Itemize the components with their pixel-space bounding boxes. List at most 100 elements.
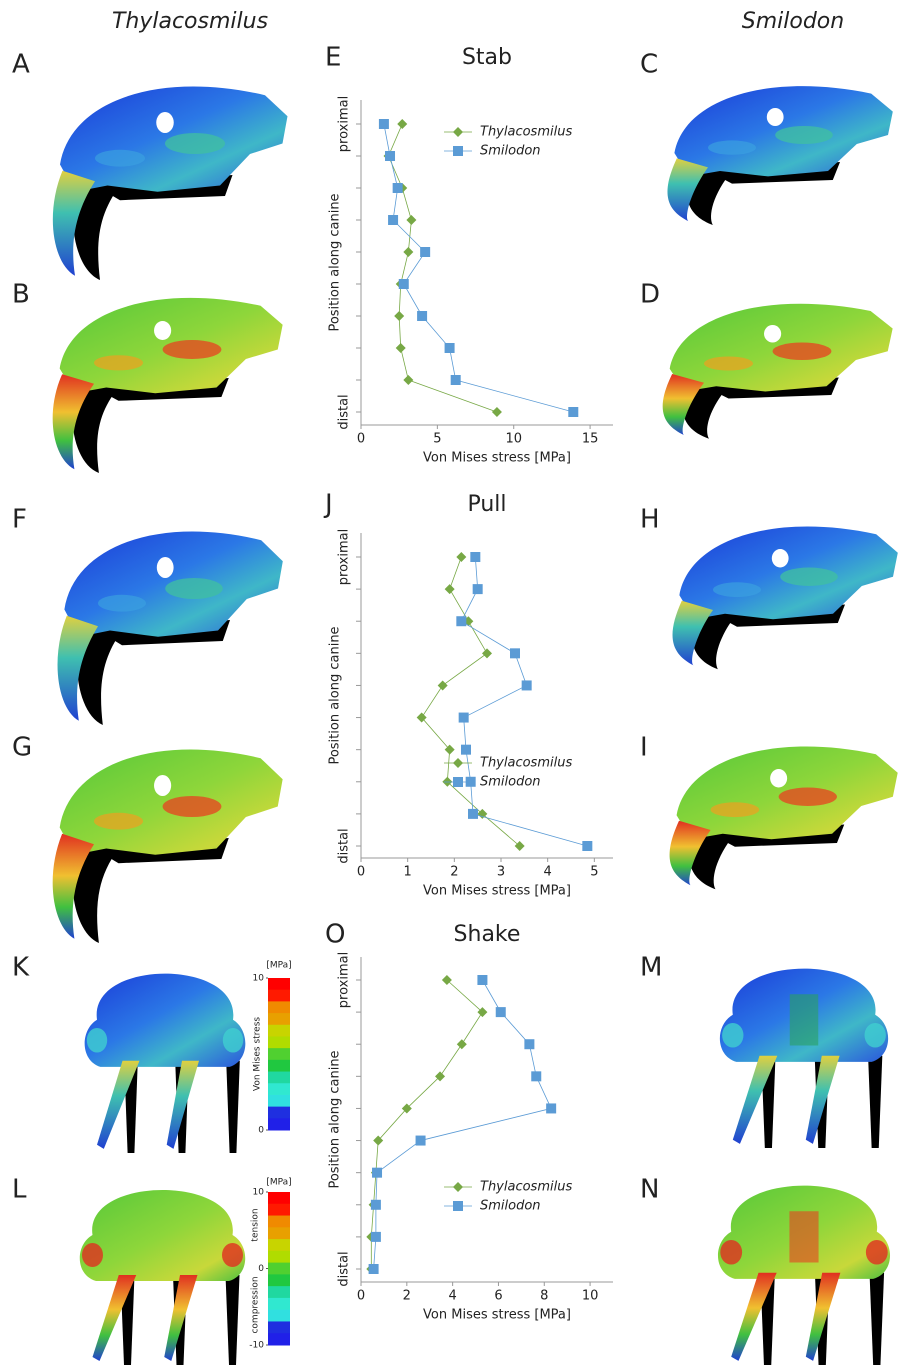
data-point xyxy=(468,808,478,819)
chart-title: Pull xyxy=(467,492,506,517)
tooth-shadow xyxy=(869,1272,885,1365)
canine xyxy=(662,374,704,436)
legend-marker xyxy=(453,127,463,137)
hotspot xyxy=(772,342,832,360)
data-point xyxy=(370,1231,381,1242)
panel-letter: L xyxy=(12,1175,27,1205)
colorbar-swatch xyxy=(268,1048,290,1061)
tooth-shadow xyxy=(76,620,122,725)
colorbar-swatch xyxy=(268,1071,290,1084)
skull-lateral xyxy=(52,749,283,943)
data-point xyxy=(482,648,492,659)
hotspot xyxy=(865,1239,888,1265)
data-point xyxy=(392,183,403,193)
hotspot xyxy=(722,1022,744,1048)
hotspot xyxy=(222,1243,243,1267)
data-point xyxy=(582,841,593,851)
hotspot xyxy=(778,787,837,806)
data-point xyxy=(472,584,483,595)
data-point xyxy=(470,552,481,562)
x-tick-label: 4 xyxy=(544,865,552,880)
series-line xyxy=(388,123,498,413)
panel-letter: O xyxy=(325,920,345,950)
hotspot xyxy=(94,355,144,371)
panel-letter: C xyxy=(640,50,658,80)
panel-letter: G xyxy=(12,733,32,763)
y-tick-label: distal xyxy=(337,394,352,429)
colorbar-swatch xyxy=(268,1083,290,1096)
series-line xyxy=(370,979,483,1269)
data-point xyxy=(370,1199,381,1210)
data-point xyxy=(546,1103,557,1114)
data-point xyxy=(395,343,406,353)
data-point xyxy=(373,1135,384,1146)
y-tick-label: proximal xyxy=(337,952,352,1008)
data-point xyxy=(458,712,469,723)
canine xyxy=(669,820,711,886)
panel-letter: K xyxy=(12,953,30,983)
y-axis-label: Position along canine xyxy=(328,626,343,764)
colorbar-swatch xyxy=(268,1274,290,1287)
hotspot xyxy=(704,356,753,371)
x-tick-label: 0 xyxy=(357,432,365,447)
data-point xyxy=(398,279,409,289)
skull xyxy=(79,1190,246,1281)
legend-label: Thylacosmilus xyxy=(480,1180,572,1195)
canine xyxy=(52,833,95,939)
skull-images xyxy=(52,86,898,1365)
nasal xyxy=(789,994,819,1046)
hotspot xyxy=(165,133,225,154)
chart-title: Stab xyxy=(462,45,512,70)
data-point xyxy=(403,375,414,385)
colorbar-swatch xyxy=(268,1118,290,1131)
colorbar-swatch xyxy=(268,1286,290,1299)
data-point xyxy=(477,1007,488,1018)
data-point xyxy=(388,215,399,225)
data-point xyxy=(456,1039,467,1050)
colorbar-swatch xyxy=(268,1333,290,1346)
data-point xyxy=(521,680,532,691)
data-point xyxy=(510,648,520,659)
hotspot xyxy=(162,796,222,817)
canine xyxy=(57,615,99,721)
skull-frontal xyxy=(719,968,889,1148)
orbit xyxy=(154,775,172,796)
x-tick-label: 3 xyxy=(497,865,505,880)
colorbar-swatch xyxy=(268,1227,290,1240)
data-point xyxy=(397,119,408,129)
colorbar-swatch xyxy=(268,1036,290,1049)
x-tick-label: 5 xyxy=(433,432,441,447)
canine xyxy=(805,1272,841,1361)
data-point xyxy=(394,311,405,321)
chart-title: Shake xyxy=(454,922,521,947)
hotspot xyxy=(94,812,144,830)
data-point xyxy=(450,375,461,385)
canine xyxy=(731,1272,777,1361)
orbit xyxy=(770,769,788,788)
x-axis-label: Von Mises stress [MPa] xyxy=(423,451,571,466)
orbit xyxy=(764,325,782,343)
colorbar-swatch xyxy=(268,1250,290,1264)
panel-letter: M xyxy=(640,953,662,983)
x-tick-label: 10 xyxy=(582,1289,599,1304)
data-point xyxy=(406,215,417,225)
hotspot xyxy=(95,149,146,167)
x-tick-label: 5 xyxy=(590,865,598,880)
colorbar-swatch xyxy=(268,978,290,991)
colorbar-annotation: compression xyxy=(251,1276,261,1333)
data-point xyxy=(416,712,427,723)
data-point xyxy=(491,407,502,417)
canine xyxy=(805,1055,840,1144)
data-point xyxy=(456,616,467,627)
data-point xyxy=(477,975,488,985)
colorbar-swatch xyxy=(268,1013,290,1026)
x-tick-label: 1 xyxy=(404,865,412,880)
panel-letter: I xyxy=(640,733,648,763)
tooth-shadow xyxy=(226,1060,240,1153)
legend-label: Smilodon xyxy=(480,144,541,159)
hotspot xyxy=(98,594,147,612)
hotspot xyxy=(864,1022,886,1048)
hotspot xyxy=(780,567,838,586)
y-tick-label: distal xyxy=(337,1251,352,1286)
